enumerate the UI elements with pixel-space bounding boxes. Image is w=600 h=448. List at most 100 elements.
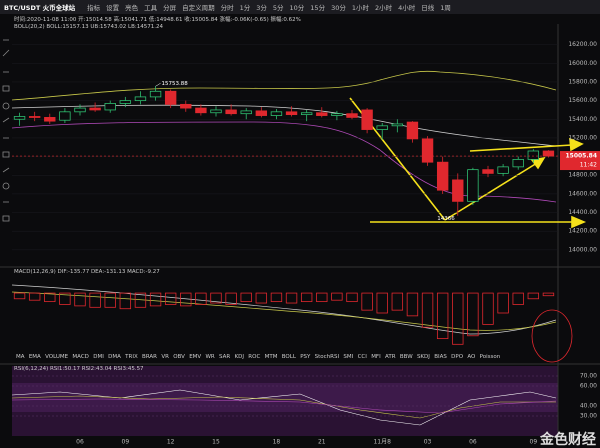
macd-bar (285, 292, 298, 304)
high-label: 15753.88 (162, 81, 189, 87)
x-tick-label: 03 (424, 439, 432, 446)
x-tick-label: 11月8 (373, 439, 391, 446)
left-toolbar (2, 39, 10, 222)
toolbar-item[interactable]: 1周 (440, 4, 451, 12)
macd-bar (13, 292, 26, 300)
price-tag-time: 11:42 (580, 162, 597, 169)
toolbar-item[interactable]: 指标 (87, 4, 101, 12)
indicator-tab[interactable]: WR (205, 354, 215, 360)
toolbar-item[interactable]: 4小时 (398, 4, 416, 12)
indicator-tab[interactable]: MTM (264, 354, 278, 360)
candle-body (104, 103, 116, 111)
indicator-tab[interactable]: PSY (300, 354, 311, 360)
indicator-tab[interactable]: SMI (343, 354, 354, 360)
candle-body (361, 109, 373, 130)
indicator-tab[interactable]: VR (161, 354, 169, 360)
candle-body (44, 117, 56, 122)
toolbar-item[interactable]: 自定义周期 (182, 4, 215, 12)
price-tag-label: 15005.84 (565, 153, 597, 160)
indicator-tab[interactable]: Poisson (479, 354, 501, 360)
macd-bar (255, 292, 268, 304)
indicator-tab[interactable]: BOLL (281, 354, 296, 360)
indicator-tab[interactable]: EMA (28, 354, 41, 360)
toolbar-item[interactable]: 日线 (421, 4, 435, 12)
toolbar-item[interactable]: 亮色 (125, 4, 139, 12)
tool-icon[interactable] (2, 102, 10, 110)
candle-body (300, 112, 313, 116)
indicator-tab[interactable]: SAR (219, 354, 231, 360)
indicator-tab[interactable]: SKDJ (416, 354, 430, 360)
tool-icon[interactable] (2, 49, 10, 57)
macd-bar (316, 292, 328, 303)
indicator-tab[interactable]: DPO (451, 354, 464, 360)
indicator-tab[interactable]: OBV (173, 354, 185, 360)
indicator-tab[interactable]: BIAS (434, 354, 447, 360)
toolbar-item[interactable]: 2小时 (375, 4, 393, 12)
macd-bar (225, 292, 237, 305)
toolbar-item[interactable]: 30分 (331, 4, 346, 12)
indicator-tab[interactable]: DMA (108, 354, 121, 360)
macd-bar (164, 292, 177, 305)
candle-body (164, 90, 177, 105)
candle-body (225, 109, 237, 115)
indicator-tab[interactable]: AO (467, 354, 476, 360)
y-tick-label: 16200.00 (568, 41, 597, 48)
y-tick-label: 70.00 (580, 373, 597, 380)
tool-icon[interactable] (2, 117, 10, 123)
candle-body (436, 161, 449, 191)
tool-icon[interactable] (2, 182, 10, 190)
toolbar-item[interactable]: 分时 (220, 4, 234, 12)
indicator-tab[interactable]: DMI (93, 354, 104, 360)
toolbar-item[interactable]: 1分 (239, 4, 251, 12)
candle-body (285, 111, 298, 116)
candle-body (13, 116, 26, 120)
toolbar-item[interactable]: 设置 (106, 4, 120, 12)
toolbar-item[interactable]: 1小时 (351, 4, 369, 12)
indicator-tab[interactable]: VOLUME (45, 354, 69, 360)
x-tick-label: 09 (530, 439, 538, 446)
macd-bar (300, 292, 313, 303)
y-tick-label: 16000.00 (568, 60, 597, 67)
toolbar-item[interactable]: 15分 (310, 4, 326, 12)
x-tick-label: 15 (212, 439, 220, 446)
candle-body (527, 150, 540, 160)
indicator-tab[interactable]: BBW (399, 354, 413, 360)
macd-bar (331, 292, 343, 301)
toolbar-item[interactable]: 5分 (272, 4, 284, 12)
candle-body (421, 138, 434, 163)
indicator-tab[interactable]: MA (16, 354, 25, 360)
macd-bar (210, 292, 222, 304)
candle-body (195, 107, 207, 114)
indicator-tab[interactable]: EMV (189, 354, 202, 360)
high-pointer (155, 83, 161, 87)
macd-bar (119, 292, 132, 310)
price-tag (560, 151, 600, 171)
candle-body (482, 169, 494, 174)
indicator-tab[interactable]: BRAR (142, 354, 158, 360)
toolbar-item[interactable]: 3分 (256, 4, 267, 12)
macd-bar (195, 292, 207, 305)
arrowhead (571, 215, 587, 229)
indicator-tab[interactable]: TRIX (125, 354, 138, 360)
indicator-tab[interactable]: KDJ (234, 354, 244, 360)
indicator-tab[interactable]: ROC (248, 354, 261, 360)
indicator-tab[interactable]: StochRSI (314, 354, 340, 360)
macd-bar (104, 292, 116, 308)
candle-body (376, 125, 388, 130)
tool-icon[interactable] (2, 215, 10, 222)
macd-bar (376, 292, 388, 314)
indicator-tab[interactable]: CCI (357, 354, 367, 360)
pair[interactable]: BTC/USDT 火币全球站 (4, 4, 76, 12)
indicator-tab[interactable]: MFI (371, 354, 381, 360)
toolbar-item[interactable]: 工具 (144, 4, 158, 12)
toolbar-item[interactable]: 10分 (289, 4, 305, 12)
y-tick-label: 40.00 (580, 403, 597, 410)
macd-bar (28, 292, 41, 301)
indicator-tab[interactable]: ATR (385, 354, 396, 360)
tool-icon[interactable] (2, 167, 10, 173)
indicator-tab[interactable]: MACD (72, 354, 89, 360)
macd-bar (497, 292, 509, 314)
tool-icon[interactable] (2, 151, 10, 158)
tool-icon[interactable] (2, 85, 10, 92)
toolbar-item[interactable]: 分屏 (163, 4, 177, 12)
